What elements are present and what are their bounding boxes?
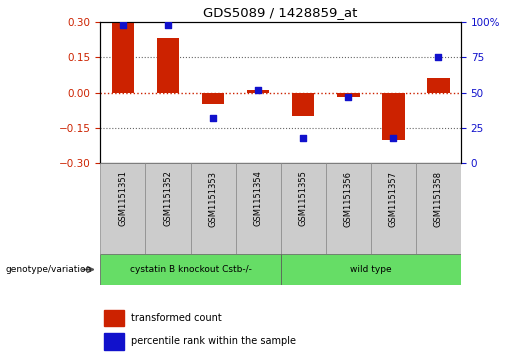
Point <box>434 54 442 60</box>
Bar <box>281 254 461 285</box>
Bar <box>157 38 179 93</box>
Point <box>209 115 217 121</box>
Title: GDS5089 / 1428859_at: GDS5089 / 1428859_at <box>203 6 358 19</box>
Text: GSM1151358: GSM1151358 <box>434 171 443 227</box>
Text: cystatin B knockout Cstb-/-: cystatin B knockout Cstb-/- <box>130 265 251 274</box>
Bar <box>371 163 416 254</box>
Bar <box>236 163 281 254</box>
Text: GSM1151352: GSM1151352 <box>164 171 173 227</box>
Bar <box>191 163 236 254</box>
Bar <box>337 93 359 97</box>
Text: GSM1151354: GSM1151354 <box>254 171 263 227</box>
Bar <box>104 333 124 350</box>
Text: GSM1151351: GSM1151351 <box>118 171 127 227</box>
Point <box>254 87 262 93</box>
Bar <box>427 78 450 93</box>
Point <box>299 135 307 141</box>
Point <box>344 94 352 100</box>
Text: GSM1151353: GSM1151353 <box>209 171 217 227</box>
Bar <box>100 163 146 254</box>
Text: GSM1151355: GSM1151355 <box>299 171 307 227</box>
Bar <box>416 163 461 254</box>
Text: GSM1151356: GSM1151356 <box>344 171 353 227</box>
Text: percentile rank within the sample: percentile rank within the sample <box>131 336 296 346</box>
Text: transformed count: transformed count <box>131 313 222 323</box>
Point <box>164 22 172 28</box>
Bar <box>247 90 269 93</box>
Text: genotype/variation: genotype/variation <box>5 265 91 274</box>
Bar <box>292 93 315 116</box>
Bar <box>281 163 325 254</box>
Bar <box>104 310 124 326</box>
Bar <box>146 163 191 254</box>
Bar <box>112 22 134 93</box>
Bar <box>100 254 281 285</box>
Bar <box>202 93 225 105</box>
Point <box>389 135 398 141</box>
Bar <box>325 163 371 254</box>
Text: wild type: wild type <box>350 265 391 274</box>
Point <box>119 22 127 28</box>
Text: GSM1151357: GSM1151357 <box>389 171 398 227</box>
Bar <box>382 93 405 140</box>
